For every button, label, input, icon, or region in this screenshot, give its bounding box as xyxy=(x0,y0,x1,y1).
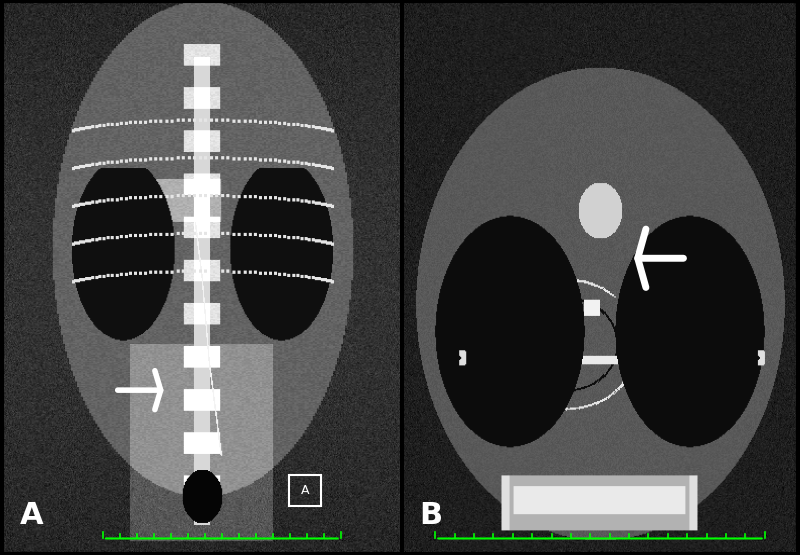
Text: A: A xyxy=(301,484,310,497)
Text: A: A xyxy=(20,501,43,530)
Text: B: B xyxy=(420,501,443,530)
Bar xyxy=(289,475,321,506)
